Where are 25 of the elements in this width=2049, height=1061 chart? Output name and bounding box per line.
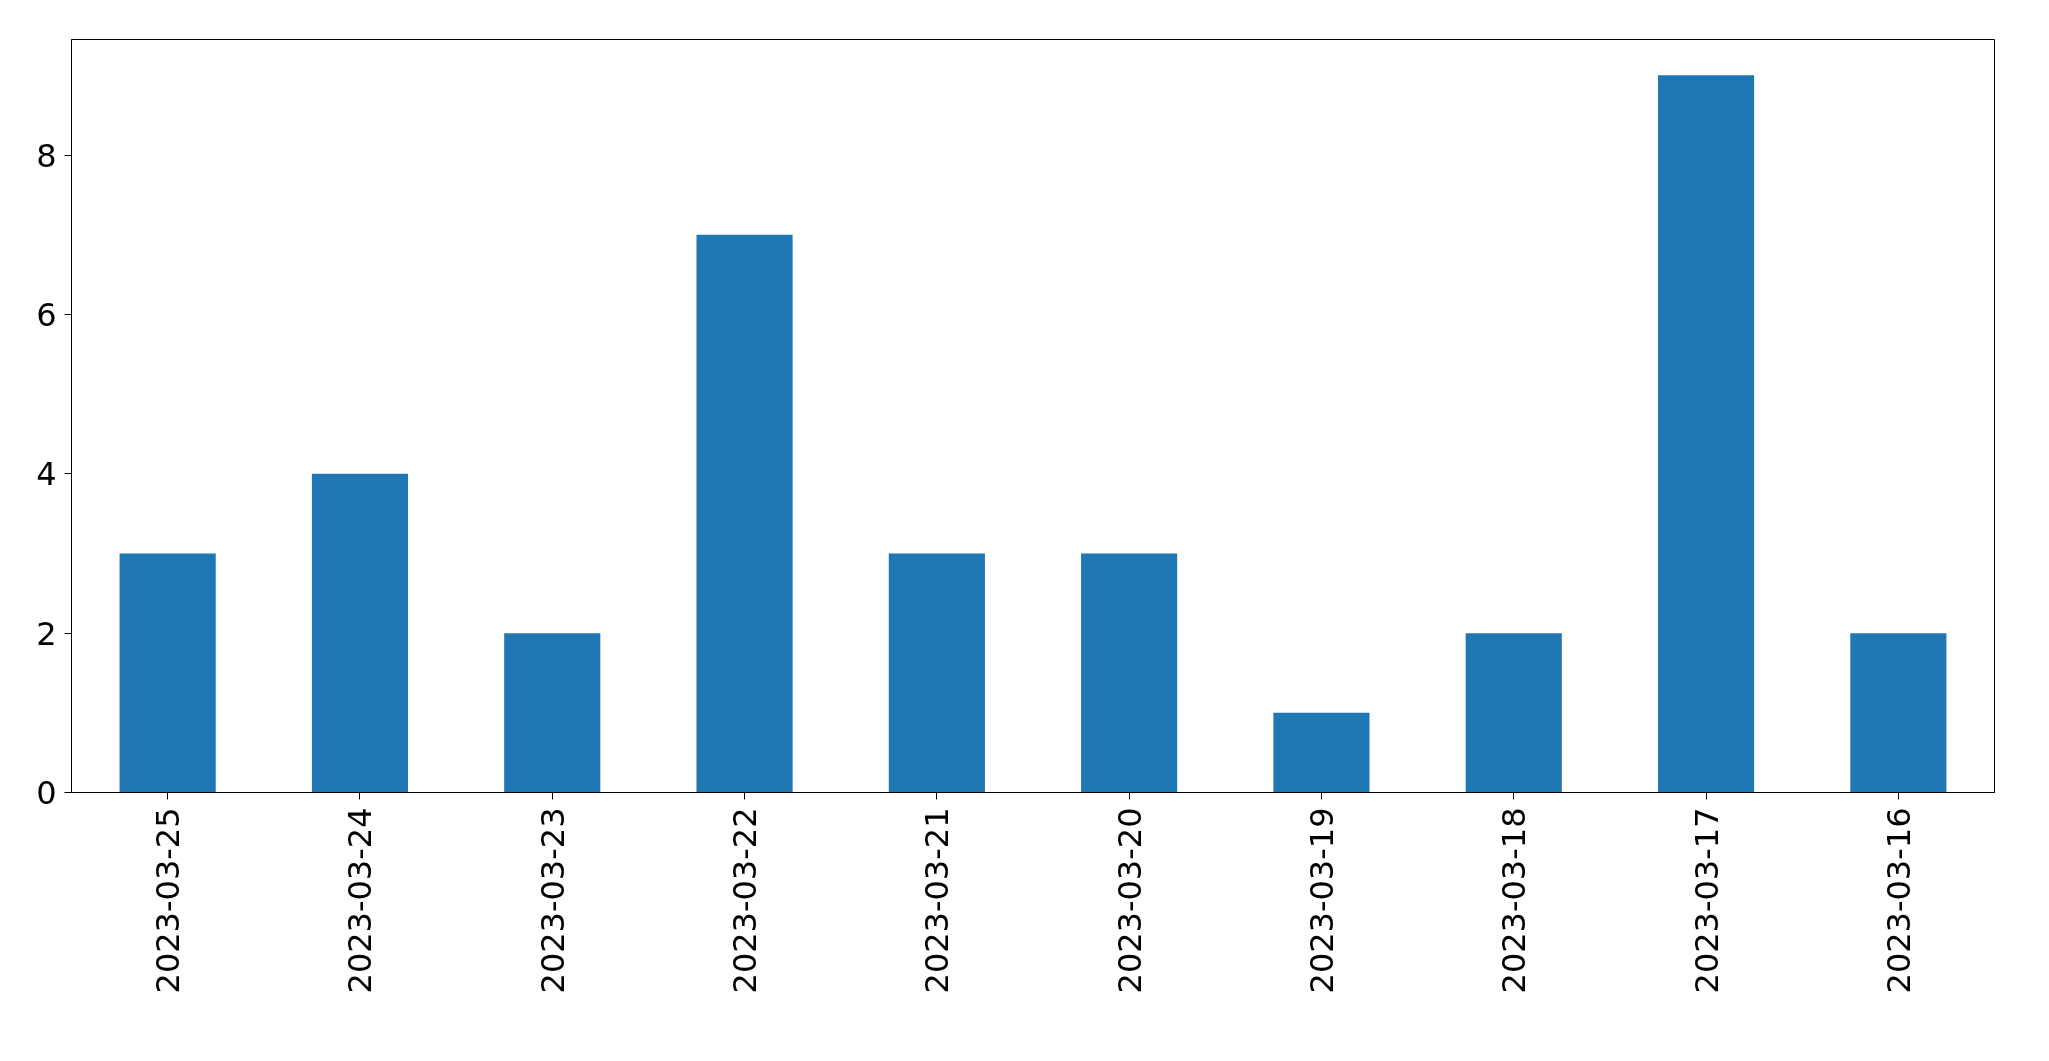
x-tick-label: 2023-03-22	[726, 807, 765, 994]
bar	[119, 553, 216, 793]
bar	[311, 473, 409, 793]
x-tick-label: 2023-03-16	[1879, 807, 1918, 994]
x-tick-label: 2023-03-19	[1302, 807, 1341, 994]
x-tick-label: 2023-03-20	[1110, 807, 1149, 994]
x-tick-label: 2023-03-25	[149, 807, 188, 994]
x-tick-label: 2023-03-24	[341, 807, 380, 994]
x-tick-label: 2023-03-21	[918, 807, 957, 994]
bar	[1465, 633, 1562, 793]
x-tick-label: 2023-03-17	[1687, 807, 1726, 994]
bar	[504, 633, 601, 793]
bar	[1657, 75, 1755, 793]
y-tick-label: 0	[36, 774, 57, 812]
y-tick-label: 6	[36, 295, 57, 334]
bar	[888, 553, 985, 793]
y-tick-label: 2	[36, 614, 57, 653]
bar	[1850, 633, 1947, 793]
bar	[696, 234, 793, 793]
y-tick-label: 4	[36, 455, 57, 494]
y-tick-label: 8	[36, 136, 57, 175]
x-tick-label: 2023-03-18	[1495, 807, 1534, 994]
bar	[1273, 712, 1370, 793]
bar	[1081, 553, 1178, 793]
x-tick-label: 2023-03-23	[533, 807, 572, 994]
